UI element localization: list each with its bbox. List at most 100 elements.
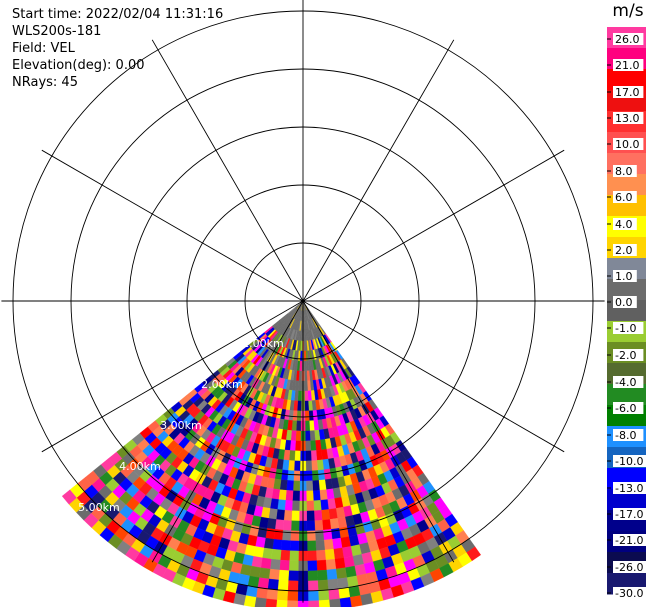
colorbar-tick-label: -17.0	[615, 508, 643, 521]
velocity-gate	[286, 600, 298, 607]
colorbar-label-bg	[613, 138, 644, 150]
velocity-gate	[290, 530, 300, 542]
velocity-gate	[306, 520, 316, 532]
start-time-text: Start time: 2022/02/04 11:31:16	[12, 7, 224, 22]
velocity-gate	[287, 470, 295, 481]
colorbar-label-bg	[613, 244, 637, 256]
velocity-gate	[288, 460, 295, 471]
velocity-gate	[61, 489, 77, 505]
colorbar-tick-label: 10.0	[615, 138, 640, 151]
colorbar-label-bg	[613, 165, 637, 177]
velocity-gate	[308, 600, 320, 607]
colorbar-swatch	[607, 489, 646, 511]
velocity-gate	[291, 500, 300, 512]
velocity-gate	[326, 488, 335, 500]
velocity-gate	[282, 520, 292, 531]
colorbar-swatch	[607, 279, 646, 301]
colorbar-swatch	[607, 384, 646, 406]
velocity-gate	[290, 520, 300, 532]
velocity-gate	[316, 459, 324, 471]
colorbar-label-bg	[613, 429, 644, 441]
colorbar-unit-label: m/s	[612, 1, 643, 21]
velocity-gate	[296, 410, 302, 422]
colorbar-tick-label: -8.0	[615, 429, 636, 442]
colorbar-label-bg	[613, 508, 647, 520]
velocity-gate	[340, 536, 351, 549]
velocity-gate	[267, 578, 279, 591]
velocity-gate	[296, 420, 302, 432]
velocity-gate	[315, 549, 326, 561]
velocity-gate	[327, 498, 337, 510]
velocity-gate	[288, 560, 299, 572]
field-text: Field: VEL	[12, 41, 75, 56]
colorbar-label-bg	[613, 376, 644, 388]
velocity-gate	[349, 595, 363, 607]
colorbar-tick-labels: 26.0 21.0 17.0 13.0 10.0 8.0 6.0 4.0 2.0 1.0 0.0 -1…	[607, 33, 647, 600]
colorbar-label-bg	[613, 218, 637, 230]
velocity-gate	[280, 549, 291, 561]
velocity-gate	[336, 577, 349, 589]
velocity-gate	[327, 578, 339, 591]
velocity-gate	[288, 450, 296, 461]
velocity-gate	[324, 548, 335, 561]
velocity-gate	[281, 529, 292, 541]
velocity-gate	[269, 558, 281, 571]
velocity-gate	[281, 539, 291, 551]
velocity-gate	[306, 490, 314, 502]
velocity-gate	[257, 577, 270, 589]
range-ring-label: 1.00km	[242, 337, 284, 350]
velocity-gate	[305, 440, 312, 452]
velocity-gate	[329, 518, 340, 530]
velocity-gate	[322, 519, 332, 531]
velocity-gate	[276, 589, 288, 601]
colorbar-tick-label: 2.0	[615, 244, 633, 257]
polar-grid	[1, 0, 605, 603]
velocity-gate	[304, 390, 309, 402]
colorbar-tick-label: -1.0	[615, 322, 636, 335]
range-ring-label: 3.00km	[160, 419, 202, 432]
colorbar-swatch	[607, 174, 646, 196]
range-ring-label: 2.00km	[201, 378, 243, 391]
colorbar-label-bg	[613, 561, 647, 573]
velocity-gate	[316, 559, 327, 571]
velocity-gate	[289, 550, 299, 562]
velocity-gate	[308, 410, 314, 421]
velocity-gate	[314, 520, 324, 531]
velocity-gate	[277, 499, 286, 511]
velocity-gate	[334, 557, 346, 570]
velocity-gate	[306, 530, 316, 542]
colorbar-tick-label: -21.0	[615, 534, 643, 547]
colorbar-swatch	[607, 69, 646, 91]
velocity-gate	[345, 565, 357, 578]
velocity-gate	[278, 489, 287, 501]
velocity-gate	[306, 500, 315, 512]
velocity-gate	[259, 567, 271, 580]
colorbar-tick-label: 4.0	[615, 218, 633, 231]
colorbar-tick-label: 6.0	[615, 191, 633, 204]
colorbar-label-bg	[613, 112, 644, 124]
range-ring-label: 4.00km	[119, 460, 161, 473]
colorbar-label-bg	[613, 59, 644, 71]
velocity-gate	[318, 479, 327, 491]
colorbar-tick-label: -10.0	[615, 455, 643, 468]
velocity-gate	[312, 480, 320, 491]
colorbar-tick-label: -30.0	[615, 587, 643, 600]
velocity-gate	[360, 593, 373, 606]
velocity-gate	[304, 400, 309, 412]
colorbar-tick-label: -13.0	[615, 482, 643, 495]
velocity-gate	[305, 460, 313, 472]
velocity-gate	[297, 600, 309, 607]
velocity-gate	[304, 410, 310, 422]
velocity-gate	[286, 480, 294, 491]
velocity-gate	[271, 548, 282, 561]
velocity-gate	[343, 556, 355, 568]
velocity-gate	[338, 587, 351, 599]
colorbar-tick-label: 26.0	[615, 33, 640, 46]
velocity-colorbar: m/s 26.0 21.0 17.0 13.0 10.0 8.0 6.0 4.0 2.0 1.0 0…	[607, 1, 647, 600]
velocity-gate	[307, 550, 317, 562]
colorbar-label-bg	[613, 402, 644, 414]
velocity-gate	[304, 420, 310, 432]
velocity-gate	[277, 579, 289, 591]
velocity-gate	[303, 360, 307, 372]
colorbar-label-bg	[613, 86, 644, 98]
